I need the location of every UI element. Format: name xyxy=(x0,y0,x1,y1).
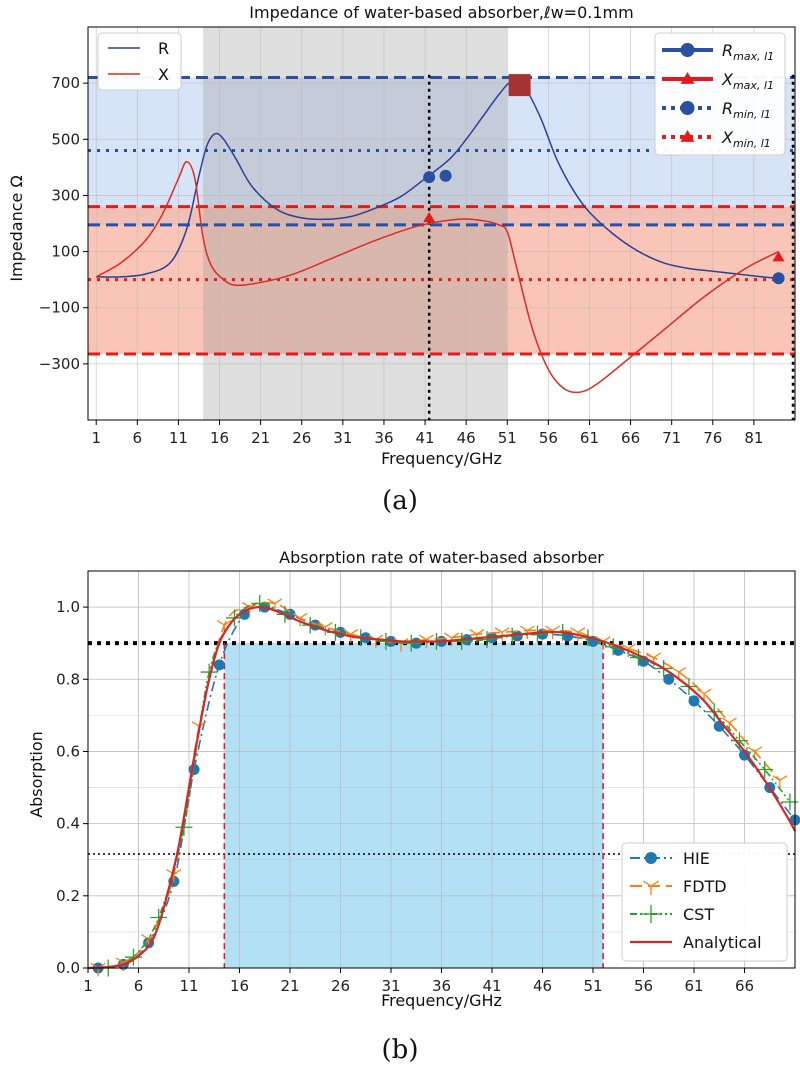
legend-label-cst: CST xyxy=(683,905,714,924)
marker-hie xyxy=(688,695,700,707)
marker-hie xyxy=(663,673,675,685)
x-tick-label: 41 xyxy=(416,429,435,447)
x-tick-label: 31 xyxy=(381,977,400,995)
y-tick-label: 1.0 xyxy=(56,598,80,616)
y-tick-label: 0.4 xyxy=(56,815,80,833)
x-tick-label: 16 xyxy=(230,977,249,995)
x-tick-label: 1 xyxy=(91,429,101,447)
x-tick-label: 36 xyxy=(432,977,451,995)
x-tick-label: 36 xyxy=(374,429,393,447)
legend-box xyxy=(621,842,788,962)
x-tick-label: 46 xyxy=(533,977,552,995)
marker-cst xyxy=(756,761,774,778)
caption-a: (a) xyxy=(382,486,418,516)
frequency-band xyxy=(203,27,508,420)
x-tick-label: 66 xyxy=(735,977,754,995)
y-tick-label: −300 xyxy=(39,355,80,373)
x-tick-label: 51 xyxy=(583,977,602,995)
y-axis-label-a: Impedance Ω xyxy=(7,175,26,281)
x-tick-label: 76 xyxy=(703,429,722,447)
chart-title-b: Absorption rate of water-based absorber xyxy=(279,548,604,567)
x-tick-label: 71 xyxy=(662,429,681,447)
marker-rmax-l1 xyxy=(508,74,531,97)
series-line-analytical xyxy=(87,605,796,970)
x-tick-label: 81 xyxy=(744,429,763,447)
x-tick-label: 21 xyxy=(280,977,299,995)
series-line-R xyxy=(96,80,779,279)
marker-cst xyxy=(781,793,799,811)
legend-swatch-marker xyxy=(680,72,695,84)
x-tick-label: 41 xyxy=(482,977,501,995)
legend-box xyxy=(654,32,786,156)
legend-swatch-marker xyxy=(680,130,695,142)
x-tick-label: 61 xyxy=(684,977,703,995)
x-axis-label-a: Frequency/GHz xyxy=(381,449,502,468)
caption-b: (b) xyxy=(382,1035,419,1065)
x-tick-label: 51 xyxy=(498,429,517,447)
legend-label-X: X xyxy=(158,65,169,84)
y-axis-label-b: Absorption xyxy=(27,731,46,818)
marker-rmin-l1 xyxy=(772,272,785,285)
marker-cst xyxy=(402,634,420,652)
x-tick-label: 6 xyxy=(134,977,144,995)
marker-rmin-l1 xyxy=(439,169,452,182)
marker-rmin-l1 xyxy=(423,171,436,184)
x-tick-label: 46 xyxy=(457,429,476,447)
legend-label-analytical: Analytical xyxy=(683,933,762,952)
y-tick-label: 500 xyxy=(51,130,80,148)
panel-a: 1 6 11 16 21 26 31 36 41 46 51 56 61 66 71 76 81 7005003… xyxy=(7,3,796,516)
legend-label-fdtd: FDTD xyxy=(683,877,727,896)
x-tick-label: 61 xyxy=(580,429,599,447)
x-tick-label: 26 xyxy=(331,977,350,995)
x-tick-label: 56 xyxy=(539,429,558,447)
legend-swatch-marker xyxy=(680,43,695,57)
plot-area-a xyxy=(87,26,796,421)
marker-cst xyxy=(478,631,496,649)
x-tick-label: 31 xyxy=(333,429,352,447)
x-tick-label: 16 xyxy=(210,429,229,447)
y-tick-label: 0.8 xyxy=(56,670,80,688)
x-axis-label-b: Frequency/GHz xyxy=(381,991,502,1010)
marker-hie xyxy=(739,749,750,761)
series-line-X xyxy=(95,160,779,394)
legend-label-R: R xyxy=(158,39,169,58)
x-tick-label: 26 xyxy=(292,429,311,447)
marker-fdtd xyxy=(772,775,788,789)
legend-marker-hie xyxy=(645,852,657,864)
x-tick-label: 1 xyxy=(83,977,93,995)
x-tick-label: 56 xyxy=(634,977,653,995)
x-tick-label: 11 xyxy=(169,429,188,447)
marker-hie xyxy=(213,659,225,671)
x-tick-label: 6 xyxy=(133,429,143,447)
chart-title-a: Impedance of water-based absorber,ℓw=0.1… xyxy=(249,3,633,22)
legend-marker-fdtd xyxy=(642,880,660,896)
y-tick-label: 700 xyxy=(51,74,80,92)
y-tick-label: 0.6 xyxy=(56,742,80,760)
y-tick-label: 100 xyxy=(51,243,80,261)
panel-b: 1 6 11 16 21 26 31 36 41 46 51 56 61 66 0.00.20.40.60… xyxy=(27,548,800,1065)
x-tick-label: 66 xyxy=(621,429,640,447)
x-tick-label: 21 xyxy=(251,429,270,447)
legend-b: HIE FDTD CST Analytical xyxy=(621,842,788,962)
legend-label-hie: HIE xyxy=(683,849,710,868)
marker-cst xyxy=(453,632,471,650)
legend-marker-cst xyxy=(641,904,661,924)
marker-xmin-l1 xyxy=(772,251,785,262)
legend-swatch-marker xyxy=(680,101,695,115)
legend-left-a: RX xyxy=(97,32,182,91)
marker-xmax-l1 xyxy=(423,211,436,223)
y-tick-label: 300 xyxy=(51,186,80,204)
x-tick-label: 11 xyxy=(179,977,198,995)
absorption-band xyxy=(224,643,604,968)
y-tick-label: −100 xyxy=(39,299,80,317)
y-tick-label: 0.0 xyxy=(56,959,80,977)
marker-cst xyxy=(251,595,269,612)
y-tick-label: 0.2 xyxy=(56,887,80,905)
